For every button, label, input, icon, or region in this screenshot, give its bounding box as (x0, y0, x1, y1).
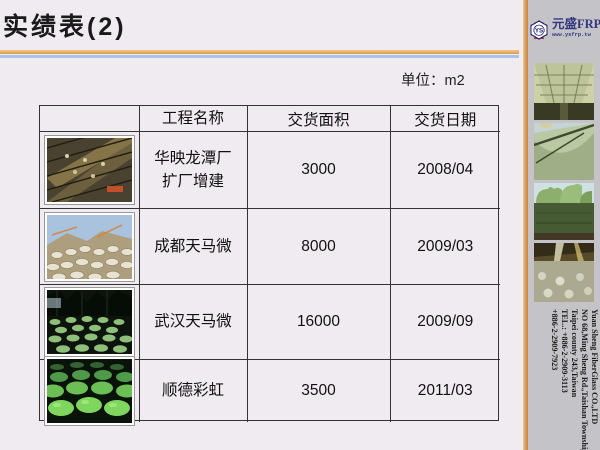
svg-text:YS: YS (535, 28, 543, 35)
